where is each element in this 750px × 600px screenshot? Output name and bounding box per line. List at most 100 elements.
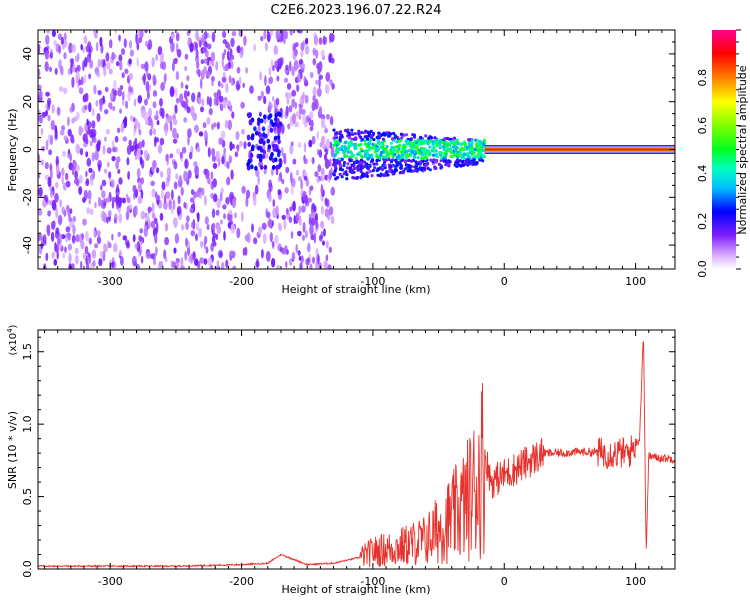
heatmap-cell: [204, 235, 208, 245]
heatmap-cell: [54, 241, 57, 253]
heatmap-cell: [295, 169, 300, 176]
heatmap-cell: [150, 220, 156, 229]
heatmap-cell: [46, 224, 51, 235]
heatmap-cell: [108, 171, 112, 179]
heatmap-cell: [286, 249, 289, 255]
heatmap-cell: [105, 129, 110, 135]
heatmap-cell: [361, 166, 365, 170]
heatmap-cell: [246, 135, 251, 141]
heatmap-cell: [376, 173, 380, 177]
heatmap-cell: [247, 141, 251, 147]
heatmap-cell: [347, 141, 351, 145]
heatmap-cell: [128, 72, 133, 81]
heatmap-cell: [413, 155, 417, 159]
heatmap-cell: [320, 167, 325, 175]
heatmap-cell: [372, 138, 376, 142]
heatmap-cell: [311, 212, 316, 218]
heatmap-cell: [310, 119, 314, 128]
heatmap-cell: [467, 141, 471, 145]
heatmap-cell: [466, 162, 470, 166]
y-tick-label: 0.0: [21, 560, 34, 578]
heatmap-cell: [413, 152, 417, 156]
heatmap-cell: [389, 160, 394, 164]
heatmap-cell: [141, 139, 145, 148]
heatmap-cell: [147, 43, 151, 50]
heatmap-cell: [246, 112, 251, 118]
heatmap-cell: [168, 200, 172, 210]
heatmap-cell: [383, 166, 387, 170]
heatmap-cell: [150, 180, 155, 187]
heatmap-cell: [265, 152, 269, 160]
heatmap-cell: [302, 113, 307, 125]
heatmap-cell: [310, 234, 315, 241]
heatmap-cell: [221, 57, 225, 68]
heatmap-cell: [291, 98, 296, 108]
heatmap-cell: [309, 263, 313, 269]
heatmap-cell: [90, 179, 94, 187]
heatmap-cell: [122, 197, 126, 204]
heatmap-cell: [213, 122, 217, 128]
heatmap-cell: [271, 241, 275, 248]
heatmap-cell: [290, 141, 294, 147]
heatmap-cell: [204, 216, 209, 225]
heatmap-cell: [207, 177, 211, 185]
heatmap-cell: [145, 250, 151, 259]
heatmap-cell: [82, 218, 87, 226]
heatmap-cell: [201, 34, 206, 45]
heatmap-cell: [56, 106, 61, 116]
heatmap-cell: [210, 76, 215, 82]
heatmap-cell: [183, 170, 188, 182]
heatmap-cell: [373, 166, 377, 170]
heatmap-cell: [54, 67, 58, 75]
heatmap-cell: [476, 139, 480, 143]
heatmap-cell: [99, 36, 103, 47]
heatmap-cell: [276, 123, 281, 129]
heatmap-cell: [173, 181, 178, 190]
heatmap-cell: [459, 164, 463, 168]
heatmap-cell: [79, 233, 83, 244]
heatmap-cell: [303, 158, 308, 165]
heatmap-cell: [393, 148, 397, 152]
heatmap-cell: [137, 121, 141, 132]
heatmap-cell: [169, 153, 174, 159]
heatmap-cell: [71, 234, 76, 244]
heatmap-cell: [152, 74, 157, 82]
heatmap-cell: [424, 139, 428, 143]
heatmap-cell: [47, 114, 51, 122]
heatmap-cell: [220, 219, 223, 225]
snr-x-axis: -300 -200 -100 0 100: [44, 330, 676, 588]
heatmap-cell: [180, 81, 184, 89]
heatmap-cell: [176, 205, 182, 216]
colorbar-ticks: 0.0 0.2 0.4 0.6 0.8: [696, 29, 741, 278]
heatmap-cell: [470, 150, 475, 154]
heatmap-cell: [443, 156, 447, 160]
heatmap-cell: [41, 111, 47, 118]
heatmap-cell: [259, 165, 264, 170]
heatmap-cell: [339, 146, 343, 150]
heatmap-cell: [273, 135, 278, 141]
y-tick-label: -40: [21, 236, 34, 254]
heatmap-cell: [94, 150, 99, 161]
x-tick-label: -300: [98, 275, 123, 288]
heatmap-cell: [285, 166, 290, 174]
heatmap-cell: [325, 254, 329, 262]
heatmap-cell: [230, 223, 236, 234]
heatmap-cell: [314, 98, 319, 110]
heatmap-cell: [155, 53, 158, 62]
heatmap-cell: [421, 138, 425, 142]
heatmap-cell: [268, 76, 274, 84]
heatmap-cell: [74, 67, 78, 73]
heatmap-cell: [236, 66, 241, 74]
heatmap-cell: [365, 174, 369, 178]
heatmap-cell: [407, 158, 411, 162]
heatmap-cell: [370, 174, 374, 178]
heatmap-cell: [407, 165, 411, 169]
heatmap-cell: [95, 66, 98, 76]
heatmap-cell: [278, 162, 283, 168]
heatmap-cell: [309, 185, 314, 191]
heatmap-cell: [439, 166, 443, 170]
heatmap-cell: [323, 228, 326, 237]
heatmap-cell: [300, 179, 303, 190]
heatmap-cell: [329, 158, 332, 167]
heatmap-cell: [287, 92, 292, 100]
